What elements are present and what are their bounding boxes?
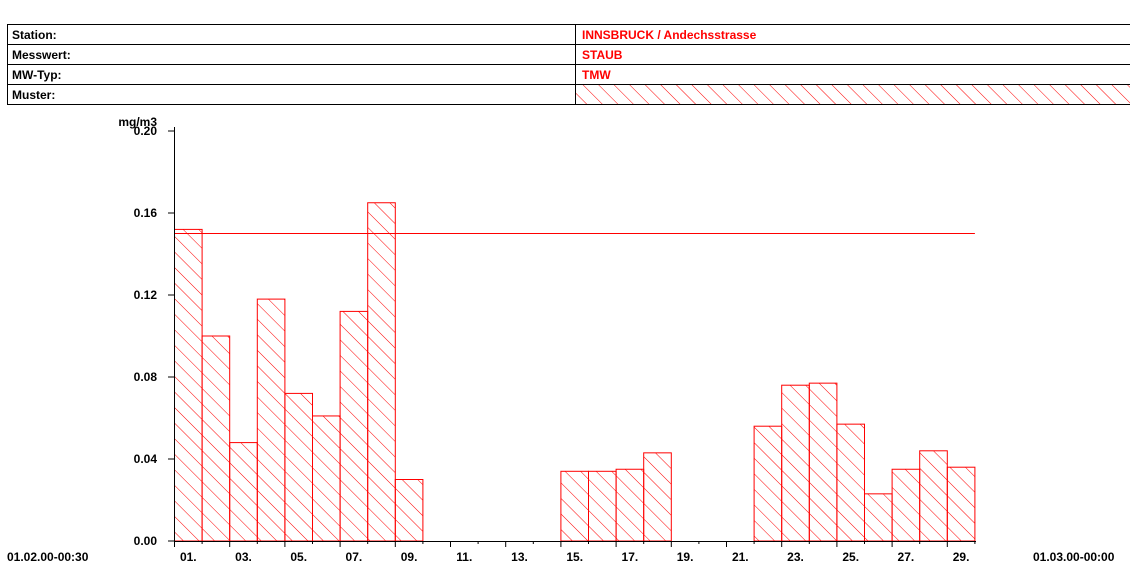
y-axis-unit: mg/m3: [118, 115, 157, 129]
header-value-messwert: STAUB: [582, 48, 623, 62]
x-ticks-group: 01. 03. 05. 07. 09. 11. 13. 15. 17. 19. 21. 23. 25. 2…: [174, 541, 976, 564]
header-label-mw-typ: MW-Typ:: [12, 68, 62, 82]
y-tick-label: 0.08: [134, 370, 158, 384]
header-table: Station: Messwert: MW-Typ: Muster: INNSB…: [7, 24, 1130, 105]
bar-day-05: [284, 392, 313, 542]
header-label-messwert: Messwert:: [12, 48, 71, 62]
bar-day-24: [808, 382, 838, 542]
bar-day-29: [946, 466, 976, 542]
x-tick-label: 03.: [235, 550, 252, 564]
x-tick-label: 15.: [566, 550, 583, 564]
bar-day-06: [312, 415, 341, 542]
x-tick-label: 23.: [787, 550, 804, 564]
bar-day-02: [201, 335, 231, 542]
x-tick-label: 13.: [511, 550, 528, 564]
x-tick-label: 29.: [953, 550, 970, 564]
x-tick-label: 25.: [842, 550, 859, 564]
y-tick-label: 0.00: [134, 534, 158, 548]
bar-day-15: [560, 470, 590, 542]
bar-day-01: [174, 228, 203, 542]
header-value-mw-typ: TMW: [582, 68, 611, 82]
x-tick-label: 19.: [677, 550, 694, 564]
x-tick-label: 11.: [456, 550, 472, 564]
y-tick-label: 0.04: [134, 452, 158, 466]
x-start-label: 01.02.00-00:30: [7, 550, 89, 564]
x-tick-label: 09.: [401, 550, 418, 564]
x-end-label: 01.03.00-00:00: [1033, 550, 1115, 564]
header-label-muster: Muster:: [12, 88, 55, 102]
bar-day-26: [864, 493, 893, 542]
bar-day-03: [229, 442, 258, 542]
y-tick-label: 0.16: [134, 206, 158, 220]
y-ticks-group: 0.00 0.04 0.08 0.12 0.16 0.20: [134, 124, 175, 548]
header-label-station: Station:: [12, 28, 57, 42]
y-tick-label: 0.20: [134, 124, 158, 138]
x-tick-label: 21.: [732, 550, 749, 564]
bar-day-22: [753, 425, 783, 542]
bar-day-28: [919, 450, 948, 542]
bar-day-25: [836, 423, 866, 542]
bars-group: [174, 202, 976, 542]
y-tick-label: 0.12: [134, 288, 158, 302]
x-tick-label: 17.: [622, 550, 639, 564]
bar-day-23: [781, 384, 810, 542]
x-tick-label: 05.: [290, 550, 307, 564]
bar-day-09: [394, 479, 424, 542]
x-tick-label: 01.: [180, 550, 197, 564]
bar-day-17: [615, 468, 645, 542]
pattern-sample: [576, 85, 1130, 104]
bar-day-16: [588, 470, 617, 542]
x-tick-label: 27.: [898, 550, 915, 564]
bar-day-18: [643, 452, 672, 542]
bar-day-04: [256, 298, 286, 542]
bar-day-07: [339, 310, 369, 542]
bar-day-27: [891, 468, 921, 542]
header-value-station: INNSBRUCK / Andechsstrasse: [582, 28, 757, 42]
x-tick-label: 07.: [346, 550, 363, 564]
bar-day-08: [367, 202, 396, 542]
